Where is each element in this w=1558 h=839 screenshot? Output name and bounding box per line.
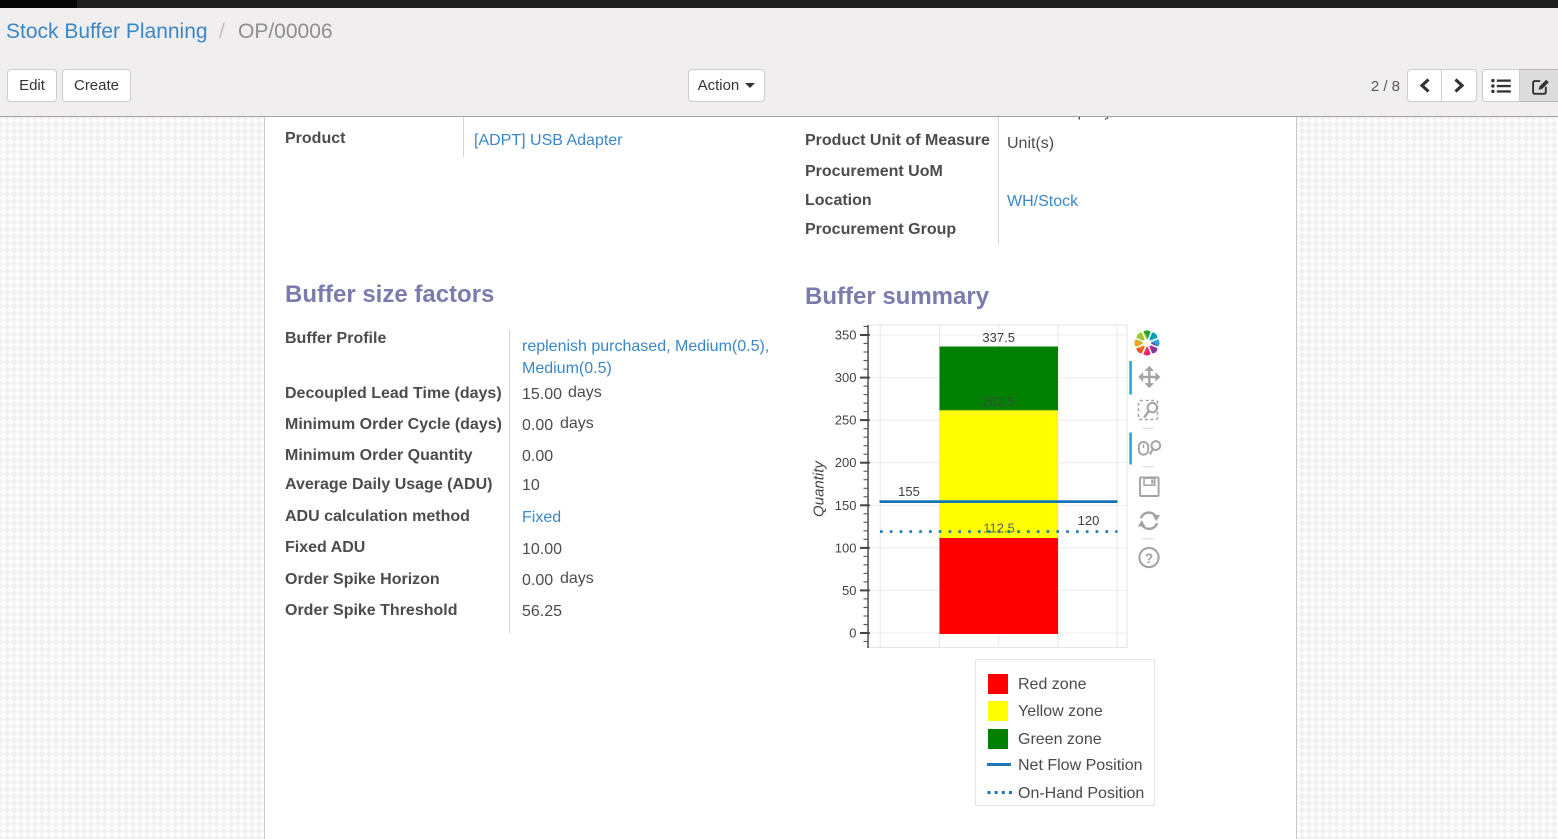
svg-text:0: 0 — [849, 626, 856, 641]
svg-text:100: 100 — [835, 540, 857, 555]
svg-text:200: 200 — [835, 455, 857, 470]
svg-text:337.5: 337.5 — [982, 330, 1015, 345]
svg-text:150: 150 — [835, 498, 857, 513]
svg-text:112.5: 112.5 — [983, 521, 1015, 536]
svg-text:350: 350 — [835, 328, 857, 343]
svg-text:Quantity: Quantity — [811, 460, 828, 517]
svg-text:250: 250 — [835, 413, 857, 428]
svg-text:120: 120 — [1078, 513, 1100, 528]
svg-text:155: 155 — [898, 484, 920, 499]
svg-text:300: 300 — [835, 370, 857, 385]
svg-text:50: 50 — [842, 583, 856, 598]
svg-text:262.5: 262.5 — [982, 394, 1015, 409]
svg-text:?: ? — [1145, 551, 1153, 566]
